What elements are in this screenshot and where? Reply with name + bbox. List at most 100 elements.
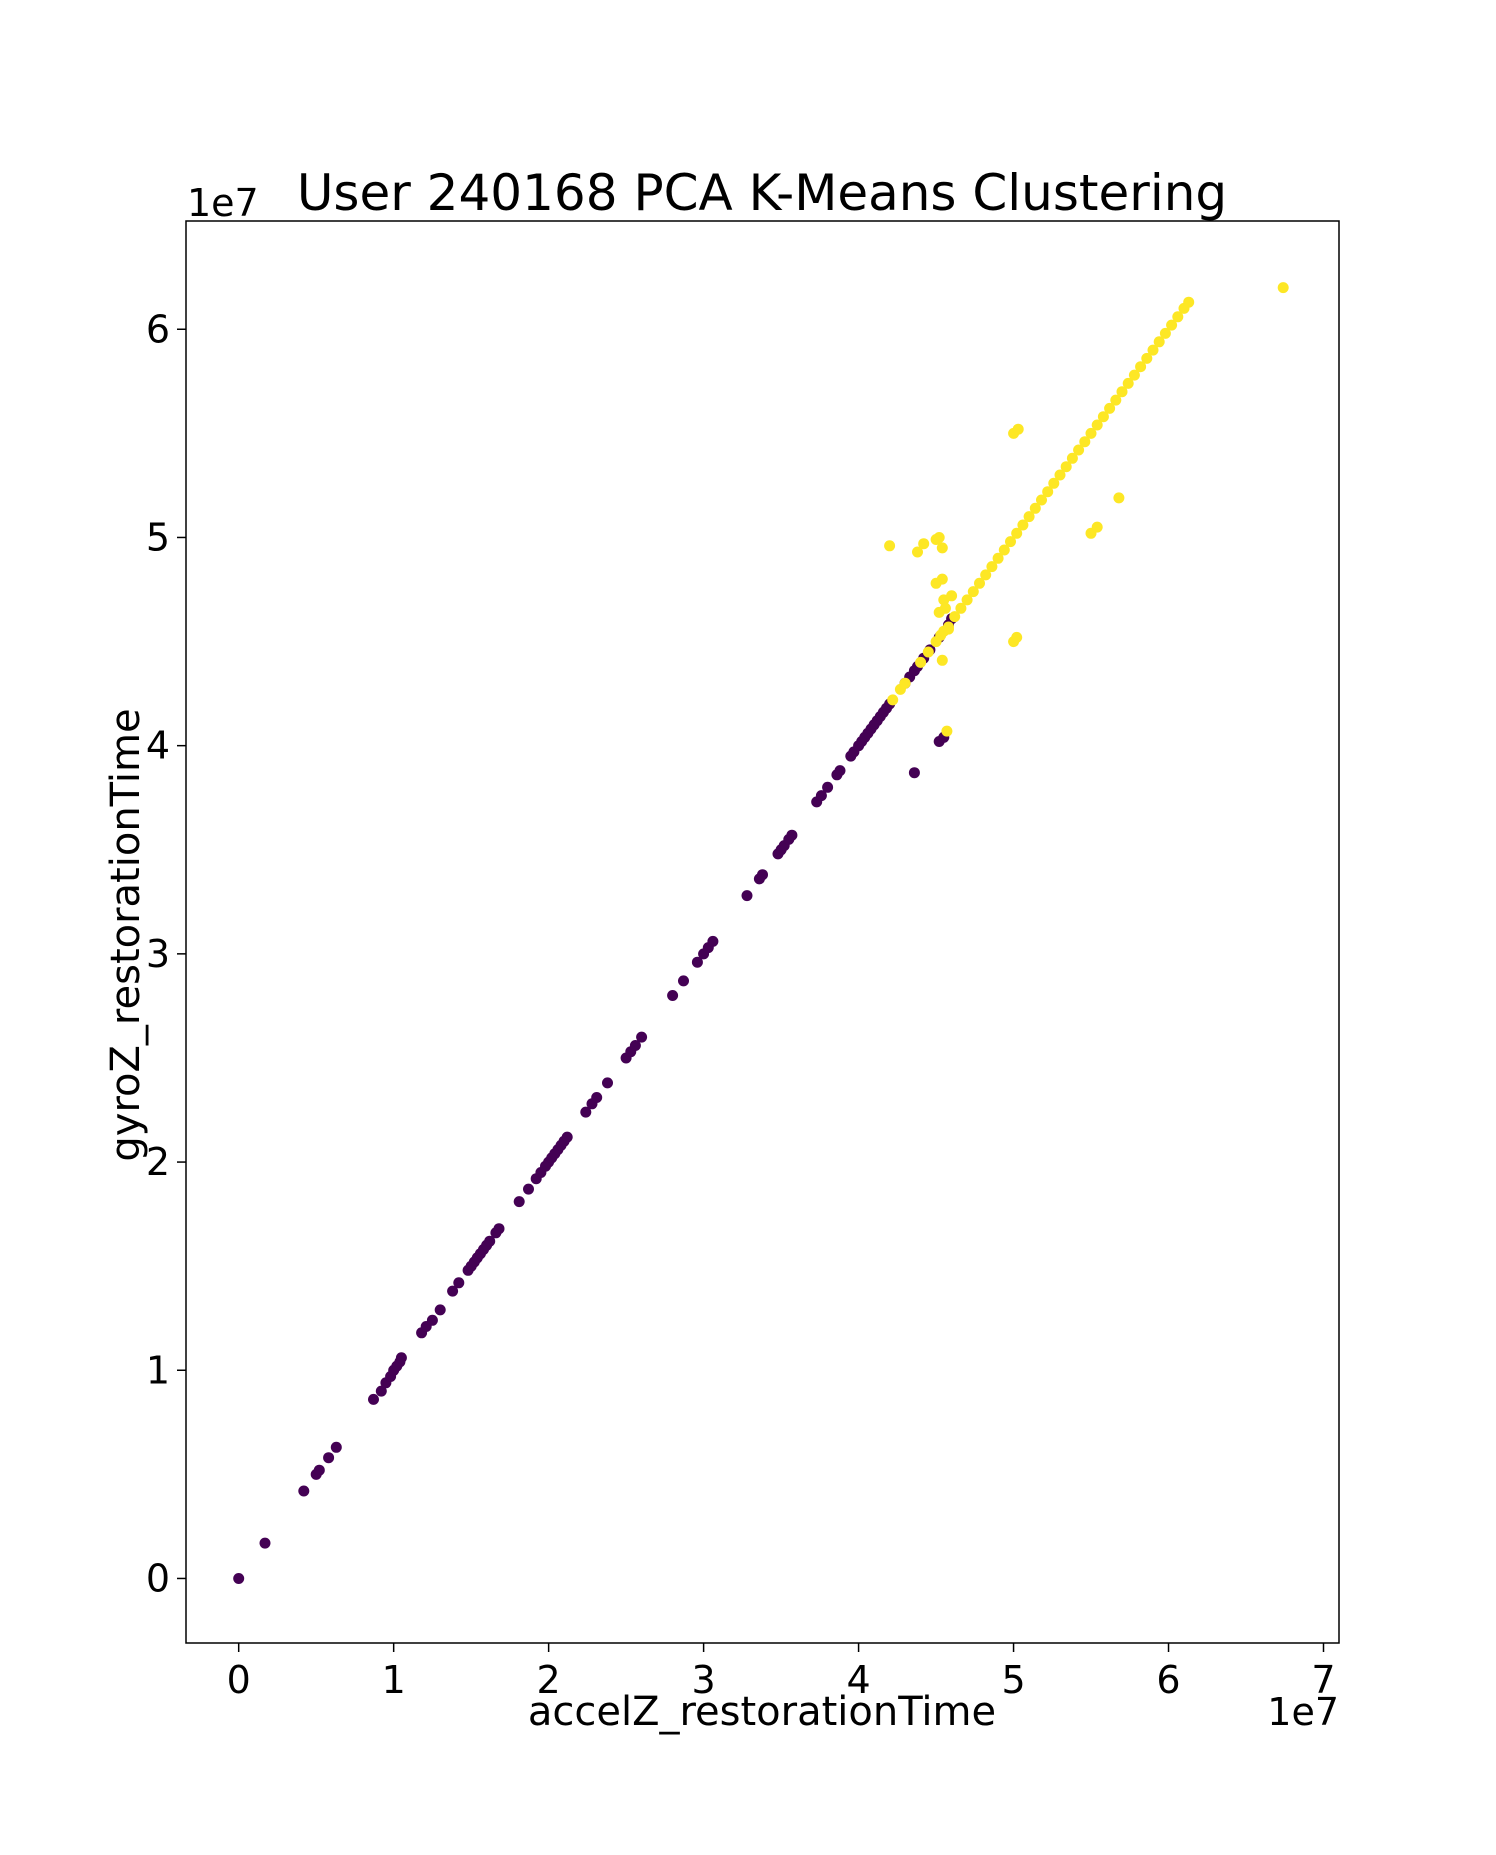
point-cluster-0 (259, 1537, 271, 1549)
x-tick-label: 4 (846, 1658, 870, 1702)
point-cluster-1 (998, 544, 1010, 556)
point-cluster-1 (1012, 423, 1024, 435)
point-cluster-0 (493, 1223, 505, 1235)
point-cluster-1 (974, 577, 985, 589)
point-cluster-1 (1091, 521, 1103, 533)
point-cluster-0 (707, 935, 719, 947)
point-cluster-1 (1147, 344, 1159, 356)
point-cluster-0 (298, 1485, 310, 1497)
point-cluster-1 (1097, 411, 1109, 423)
point-cluster-1 (884, 540, 896, 552)
x-axis-label: accelZ_restorationTime (528, 1689, 996, 1735)
point-cluster-0 (834, 765, 846, 777)
y-tick-label: 4 (146, 724, 170, 768)
point-cluster-1 (1036, 494, 1047, 506)
point-cluster-1 (1153, 336, 1165, 348)
point-cluster-1 (899, 677, 911, 689)
data-points (233, 282, 1289, 1584)
point-cluster-1 (992, 552, 1004, 564)
point-cluster-0 (368, 1393, 379, 1405)
point-cluster-1 (1113, 492, 1125, 504)
y-tick-label: 0 (146, 1556, 170, 1600)
point-cluster-0 (513, 1196, 525, 1208)
x-tick-label: 7 (1311, 1658, 1335, 1702)
x-tick-label: 6 (1156, 1658, 1180, 1702)
point-cluster-1 (955, 602, 967, 614)
point-cluster-0 (691, 956, 703, 968)
point-cluster-0 (375, 1385, 387, 1397)
point-cluster-1 (1011, 631, 1023, 643)
y-tick-label: 1 (146, 1348, 170, 1392)
point-cluster-1 (943, 623, 954, 635)
x-tick-label: 5 (1001, 1658, 1025, 1702)
point-cluster-0 (484, 1235, 496, 1247)
point-cluster-1 (1029, 502, 1041, 514)
y-tick-label: 6 (146, 307, 170, 351)
point-cluster-1 (1183, 296, 1195, 308)
point-cluster-0 (602, 1077, 613, 1089)
point-cluster-1 (1054, 469, 1066, 481)
x-tick-label: 3 (692, 1658, 716, 1702)
point-cluster-0 (426, 1314, 438, 1326)
x-axis-multiplier: 1e7 (1267, 1690, 1339, 1734)
point-cluster-0 (233, 1573, 245, 1584)
point-cluster-0 (908, 767, 920, 779)
point-cluster-1 (1079, 436, 1091, 448)
point-cluster-1 (1005, 536, 1016, 548)
point-cluster-1 (1141, 352, 1153, 364)
point-cluster-0 (395, 1352, 407, 1364)
point-cluster-1 (1104, 402, 1116, 414)
point-cluster-0 (434, 1304, 446, 1316)
x-tick-label: 0 (227, 1658, 251, 1702)
point-cluster-0 (330, 1441, 342, 1453)
point-cluster-1 (1110, 394, 1122, 406)
point-cluster-0 (822, 781, 834, 793)
point-cluster-1 (936, 542, 948, 554)
point-cluster-0 (741, 890, 753, 902)
point-cluster-1 (1159, 327, 1171, 339)
point-cluster-1 (1085, 427, 1097, 439)
point-cluster-0 (313, 1464, 325, 1476)
point-cluster-1 (1135, 361, 1147, 373)
point-cluster-1 (1066, 452, 1078, 464)
point-cluster-0 (561, 1131, 573, 1143)
axis-ticks: 0 1 2 3 4 5 6 7 0 1 2 3 4 5 6 (146, 307, 1336, 1702)
point-cluster-1 (1017, 519, 1029, 531)
point-cluster-0 (667, 990, 679, 1001)
point-cluster-1 (912, 546, 923, 558)
point-cluster-1 (915, 656, 927, 668)
point-cluster-1 (1172, 311, 1184, 323)
point-cluster-1 (936, 654, 948, 666)
point-cluster-1 (1023, 511, 1035, 523)
point-cluster-1 (1166, 319, 1178, 331)
point-cluster-0 (757, 869, 768, 881)
point-cluster-1 (986, 561, 998, 573)
plot-frame (185, 220, 1340, 1644)
y-tick-label: 3 (146, 932, 170, 976)
point-cluster-1 (1011, 527, 1023, 539)
y-axis-multiplier: 1e7 (187, 181, 259, 225)
x-tick-label: 1 (382, 1658, 406, 1702)
point-cluster-0 (636, 1031, 648, 1043)
point-cluster-0 (591, 1092, 603, 1103)
point-cluster-1 (922, 646, 934, 658)
point-cluster-0 (629, 1040, 641, 1051)
point-cluster-0 (678, 975, 689, 987)
point-cluster-0 (453, 1277, 465, 1289)
point-cluster-1 (1277, 282, 1289, 294)
point-cluster-0 (580, 1106, 592, 1118)
point-cluster-1 (1091, 419, 1103, 431)
point-cluster-1 (961, 594, 973, 606)
point-cluster-0 (815, 790, 827, 802)
point-cluster-1 (1128, 369, 1140, 381)
point-cluster-1 (936, 573, 948, 585)
point-cluster-0 (786, 829, 798, 841)
chart-title: User 240168 PCA K-Means Clustering (297, 164, 1227, 222)
point-cluster-1 (967, 586, 979, 598)
point-cluster-1 (1116, 386, 1128, 398)
x-tick-label: 2 (537, 1658, 561, 1702)
point-cluster-1 (918, 538, 930, 550)
point-cluster-1 (1042, 486, 1054, 498)
point-cluster-1 (933, 532, 945, 543)
